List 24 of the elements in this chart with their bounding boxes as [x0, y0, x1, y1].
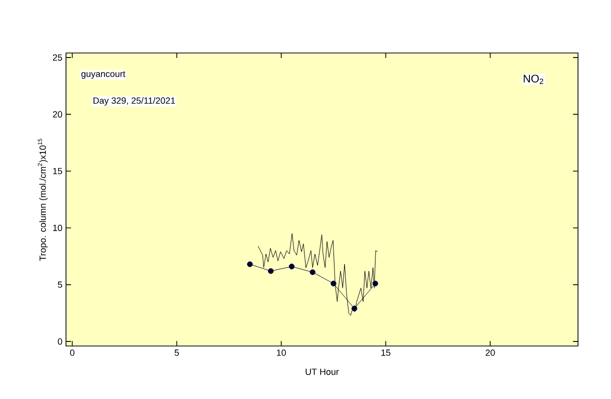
x-tick-label: 15 [381, 350, 390, 356]
y-tick-label: 5 [58, 282, 62, 288]
point [247, 261, 253, 268]
y-tick-label: 10 [53, 224, 62, 232]
x-tick-label: 5 [174, 350, 179, 356]
point [330, 280, 336, 286]
annotation: Day 329, 25/11/2021 [94, 97, 175, 106]
x-tick-label: 10 [276, 350, 286, 356]
annotation: guyancourt [81, 71, 126, 79]
point [310, 269, 316, 276]
x-axis-title: UT Hour [306, 368, 339, 375]
point [268, 268, 274, 274]
y-tick-label: 25 [52, 54, 62, 61]
point [288, 264, 295, 270]
y-axis-title: Tropo. column (mol./cm$^{2}$)x10$^{15}$ [38, 138, 48, 261]
y-tick-label: 20 [52, 111, 62, 118]
y-tick-label: 15 [53, 168, 62, 174]
x-tick-label: 0 [70, 350, 74, 356]
annotation: NO$_{2}$ [524, 74, 544, 84]
y-tick-label: 0 [58, 338, 62, 345]
x-tick-label: 20 [486, 350, 495, 356]
line-series [258, 233, 378, 316]
point [372, 280, 378, 286]
point [352, 306, 358, 312]
